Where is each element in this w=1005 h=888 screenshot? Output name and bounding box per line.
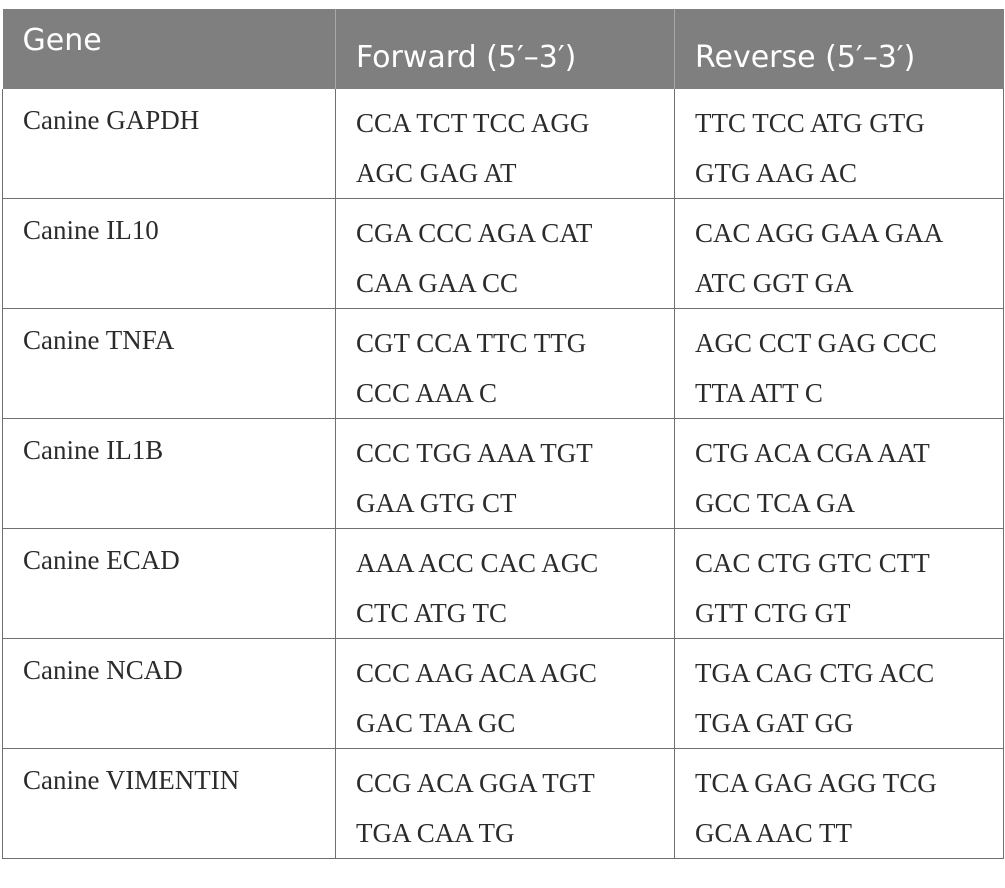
header-forward: Forward (5′–3′) <box>335 9 675 89</box>
gene-cell: Canine NCAD <box>2 638 336 749</box>
forward-seq-line: GAA GTG CT <box>356 488 517 518</box>
reverse-seq-line: TGA GAT GG <box>695 708 854 738</box>
forward-cell: AAA ACC CAC AGC CTC ATG TC <box>335 528 675 639</box>
table-header: Gene Forward (5′–3′) Reverse (5′–3′) <box>2 9 1004 89</box>
reverse-seq-line: CAC AGG GAA GAA <box>695 218 944 248</box>
forward-seq-line: AGC GAG AT <box>356 158 517 188</box>
forward-cell: CCG ACA GGA TGT TGA CAA TG <box>335 748 675 859</box>
table-body: Canine GAPDH CCA TCT TCC AGG AGC GAG AT T… <box>2 89 1004 859</box>
reverse-cell: CAC AGG GAA GAA ATC GGT GA <box>674 198 1004 309</box>
reverse-seq-line: AGC CCT GAG CCC <box>695 328 937 358</box>
forward-cell: CCC AAG ACA AGC GAC TAA GC <box>335 638 675 749</box>
table-row: Canine GAPDH CCA TCT TCC AGG AGC GAG AT T… <box>2 89 1004 199</box>
table-row: Canine NCAD CCC AAG ACA AGC GAC TAA GC TG… <box>2 638 1004 749</box>
reverse-cell: CAC CTG GTC CTT GTT CTG GT <box>674 528 1004 639</box>
header-gene: Gene <box>2 9 336 89</box>
reverse-cell: CTG ACA CGA AAT GCC TCA GA <box>674 418 1004 529</box>
forward-seq-line: CCG ACA GGA TGT <box>356 768 595 798</box>
reverse-cell: AGC CCT GAG CCC TTA ATT C <box>674 308 1004 419</box>
forward-seq-line: TGA CAA TG <box>356 818 515 848</box>
forward-cell: CGT CCA TTC TTG CCC AAA C <box>335 308 675 419</box>
gene-cell: Canine ECAD <box>2 528 336 639</box>
forward-seq-line: CCC AAA C <box>356 378 498 408</box>
forward-seq-line: CGT CCA TTC TTG <box>356 328 587 358</box>
table-row: Canine VIMENTIN CCG ACA GGA TGT TGA CAA T… <box>2 748 1004 859</box>
forward-cell: CCA TCT TCC AGG AGC GAG AT <box>335 89 675 199</box>
reverse-seq-line: TGA CAG CTG ACC <box>695 658 935 688</box>
table-row: Canine TNFA CGT CCA TTC TTG CCC AAA C AGC… <box>2 308 1004 419</box>
reverse-seq-line: GCA AAC TT <box>695 818 853 848</box>
forward-cell: CGA CCC AGA CAT CAA GAA CC <box>335 198 675 309</box>
reverse-seq-line: TTA ATT C <box>695 378 823 408</box>
reverse-seq-line: CTG ACA CGA AAT <box>695 438 930 468</box>
gene-cell: Canine VIMENTIN <box>2 748 336 859</box>
table-row: Canine IL10 CGA CCC AGA CAT CAA GAA CC CA… <box>2 198 1004 309</box>
forward-seq-line: CCC TGG AAA TGT <box>356 438 593 468</box>
forward-seq-line: CGA CCC AGA CAT <box>356 218 593 248</box>
reverse-seq-line: TTC TCC ATG GTG <box>695 108 925 138</box>
header-reverse: Reverse (5′–3′) <box>674 9 1004 89</box>
forward-seq-line: CCC AAG ACA AGC <box>356 658 597 688</box>
forward-seq-line: CTC ATG TC <box>356 598 508 628</box>
gene-cell: Canine GAPDH <box>2 89 336 199</box>
primer-table-container: Gene Forward (5′–3′) Reverse (5′–3′) Can… <box>2 9 1004 859</box>
gene-cell: Canine IL10 <box>2 198 336 309</box>
gene-cell: Canine TNFA <box>2 308 336 419</box>
reverse-seq-line: CAC CTG GTC CTT <box>695 548 930 578</box>
reverse-seq-line: GCC TCA GA <box>695 488 856 518</box>
reverse-cell: TTC TCC ATG GTG GTG AAG AC <box>674 89 1004 199</box>
forward-seq-line: GAC TAA GC <box>356 708 516 738</box>
reverse-seq-line: GTG AAG AC <box>695 158 858 188</box>
forward-seq-line: AAA ACC CAC AGC <box>356 548 599 578</box>
gene-cell: Canine IL1B <box>2 418 336 529</box>
forward-seq-line: CAA GAA CC <box>356 268 519 298</box>
forward-seq-line: CCA TCT TCC AGG <box>356 108 590 138</box>
primer-table: Gene Forward (5′–3′) Reverse (5′–3′) Can… <box>2 9 1004 859</box>
reverse-cell: TGA CAG CTG ACC TGA GAT GG <box>674 638 1004 749</box>
reverse-seq-line: TCA GAG AGG TCG <box>695 768 937 798</box>
forward-cell: CCC TGG AAA TGT GAA GTG CT <box>335 418 675 529</box>
reverse-cell: TCA GAG AGG TCG GCA AAC TT <box>674 748 1004 859</box>
table-row: Canine ECAD AAA ACC CAC AGC CTC ATG TC CA… <box>2 528 1004 639</box>
table-row: Canine IL1B CCC TGG AAA TGT GAA GTG CT CT… <box>2 418 1004 529</box>
reverse-seq-line: GTT CTG GT <box>695 598 851 628</box>
header-row: Gene Forward (5′–3′) Reverse (5′–3′) <box>2 9 1004 89</box>
reverse-seq-line: ATC GGT GA <box>695 268 854 298</box>
